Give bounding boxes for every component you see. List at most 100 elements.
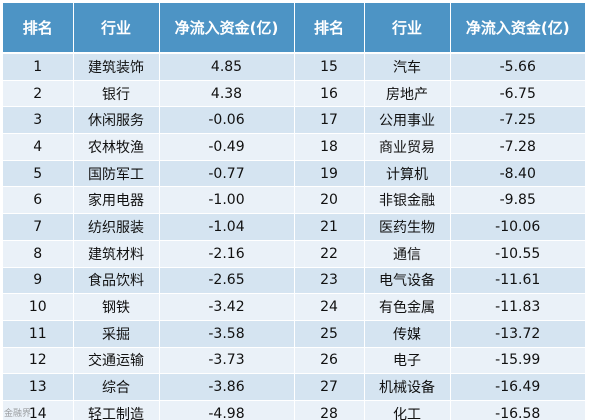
industry-cell-right: 房地产 (364, 80, 451, 108)
industry-cell-right: 计算机 (364, 160, 451, 188)
table-row: 13 综合 -3.86 27 机械设备 -16.49 (3, 373, 585, 401)
rank-cell-right: 18 (294, 133, 365, 161)
rank-cell-right: 23 (294, 267, 365, 295)
table-row: 14 轻工制造 -4.98 28 化工 -16.58 (3, 400, 585, 420)
industry-cell-left: 银行 (73, 80, 160, 108)
net-inflow-cell-left: -1.00 (159, 186, 295, 215)
industry-cell-left: 食品饮料 (73, 267, 160, 295)
industry-cell-left: 建筑材料 (73, 240, 160, 268)
net-inflow-cell-left: 4.38 (159, 80, 295, 108)
industry-cell-right: 机械设备 (364, 373, 451, 401)
net-inflow-cell-right: -9.85 (450, 186, 585, 215)
table-body: 1 建筑装饰 4.85 15 汽车 -5.66 2 银行 4.38 16 房地产 -6.75 3 休闲服务… (3, 53, 585, 420)
industry-cell-left: 钢铁 (73, 293, 160, 321)
rank-cell-right: 27 (294, 373, 365, 401)
table-row: 10 钢铁 -3.42 24 有色金属 -11.83 (3, 293, 585, 321)
net-inflow-cell-left: -0.49 (159, 133, 295, 161)
industry-cell-right: 化工 (364, 400, 451, 420)
rank-cell-left: 1 (3, 53, 74, 81)
rank-cell-left: 9 (3, 267, 74, 295)
table-row: 12 交通运输 -3.73 26 电子 -15.99 (3, 347, 585, 375)
net-inflow-cell-right: -7.28 (450, 133, 585, 161)
table-row: 9 食品饮料 -2.65 23 电气设备 -11.61 (3, 267, 585, 295)
net-inflow-header-left: 净流入资金(亿) (159, 3, 295, 54)
table-row: 6 家用电器 -1.00 20 非银金融 -9.85 (3, 186, 585, 215)
industry-cell-right: 公用事业 (364, 106, 451, 135)
table-row: 8 建筑材料 -2.16 22 通信 -10.55 (3, 240, 585, 268)
net-inflow-cell-right: -16.58 (450, 400, 585, 420)
industry-cell-left: 休闲服务 (73, 106, 160, 135)
net-inflow-cell-right: -6.75 (450, 80, 585, 108)
table-row: 3 休闲服务 -0.06 17 公用事业 -7.25 (3, 106, 585, 135)
rank-cell-left: 14 (3, 400, 74, 420)
rank-cell-left: 8 (3, 240, 74, 268)
table-header-row: 排名 行业 净流入资金(亿) 排名 行业 净流入资金(亿) (3, 3, 585, 54)
industry-cell-right: 电子 (364, 347, 451, 375)
rank-cell-right: 17 (294, 106, 365, 135)
rank-cell-left: 7 (3, 213, 74, 241)
industry-cell-left: 轻工制造 (73, 400, 160, 420)
rank-cell-left: 2 (3, 80, 74, 108)
industry-cell-left: 交通运输 (73, 347, 160, 375)
industry-cell-left: 农林牧渔 (73, 133, 160, 161)
table-row: 11 采掘 -3.58 25 传媒 -13.72 (3, 320, 585, 348)
table-row: 7 纺织服装 -1.04 21 医药生物 -10.06 (3, 213, 585, 241)
net-inflow-cell-right: -8.40 (450, 160, 585, 188)
industry-header-left: 行业 (73, 3, 160, 54)
watermark: 金融界 (4, 409, 32, 419)
rank-cell-left: 13 (3, 373, 74, 401)
table-row: 2 银行 4.38 16 房地产 -6.75 (3, 80, 585, 108)
rank-cell-right: 25 (294, 320, 365, 348)
table-row: 1 建筑装饰 4.85 15 汽车 -5.66 (3, 53, 585, 81)
industry-cell-left: 家用电器 (73, 186, 160, 215)
rank-cell-left: 12 (3, 347, 74, 375)
industry-cell-right: 非银金融 (364, 186, 451, 215)
rank-cell-left: 11 (3, 320, 74, 348)
industry-cell-left: 纺织服装 (73, 213, 160, 241)
net-inflow-cell-right: -10.06 (450, 213, 585, 241)
net-inflow-cell-left: -3.73 (159, 347, 295, 375)
net-inflow-cell-left: -3.58 (159, 320, 295, 348)
net-inflow-cell-right: -11.61 (450, 267, 585, 295)
industry-cell-right: 医药生物 (364, 213, 451, 241)
net-inflow-cell-left: -3.86 (159, 373, 295, 401)
net-inflow-cell-left: -3.42 (159, 293, 295, 321)
net-inflow-cell-left: -4.98 (159, 400, 295, 420)
industry-header-right: 行业 (364, 3, 451, 54)
rank-header-left: 排名 (3, 3, 74, 54)
table-row: 5 国防军工 -0.77 19 计算机 -8.40 (3, 160, 585, 188)
net-inflow-cell-right: -13.72 (450, 320, 585, 348)
rank-cell-right: 28 (294, 400, 365, 420)
net-inflow-cell-right: -7.25 (450, 106, 585, 135)
net-inflow-cell-left: -0.06 (159, 106, 295, 135)
industry-net-inflow-table: 排名 行业 净流入资金(亿) 排名 行业 净流入资金(亿) 1 建筑装饰 4.85 1… (3, 3, 585, 420)
industry-cell-right: 有色金属 (364, 293, 451, 321)
rank-cell-right: 26 (294, 347, 365, 375)
net-inflow-cell-right: -15.99 (450, 347, 585, 375)
net-inflow-cell-right: -10.55 (450, 240, 585, 268)
rank-cell-right: 15 (294, 53, 365, 81)
net-inflow-cell-right: -16.49 (450, 373, 585, 401)
industry-cell-right: 传媒 (364, 320, 451, 348)
rank-cell-right: 20 (294, 186, 365, 215)
rank-cell-left: 6 (3, 186, 74, 215)
rank-cell-right: 19 (294, 160, 365, 188)
net-inflow-cell-left: -0.77 (159, 160, 295, 188)
rank-cell-left: 5 (3, 160, 74, 188)
industry-cell-right: 电气设备 (364, 267, 451, 295)
net-inflow-cell-left: -2.65 (159, 267, 295, 295)
rank-header-right: 排名 (294, 3, 365, 54)
rank-cell-left: 4 (3, 133, 74, 161)
net-inflow-cell-left: 4.85 (159, 53, 295, 81)
net-inflow-cell-right: -11.83 (450, 293, 585, 321)
rank-cell-right: 16 (294, 80, 365, 108)
industry-cell-left: 建筑装饰 (73, 53, 160, 81)
industry-cell-left: 综合 (73, 373, 160, 401)
rank-cell-left: 10 (3, 293, 74, 321)
industry-cell-right: 商业贸易 (364, 133, 451, 161)
rank-cell-right: 22 (294, 240, 365, 268)
net-inflow-cell-left: -2.16 (159, 240, 295, 268)
industry-cell-right: 汽车 (364, 53, 451, 81)
industry-cell-left: 国防军工 (73, 160, 160, 188)
